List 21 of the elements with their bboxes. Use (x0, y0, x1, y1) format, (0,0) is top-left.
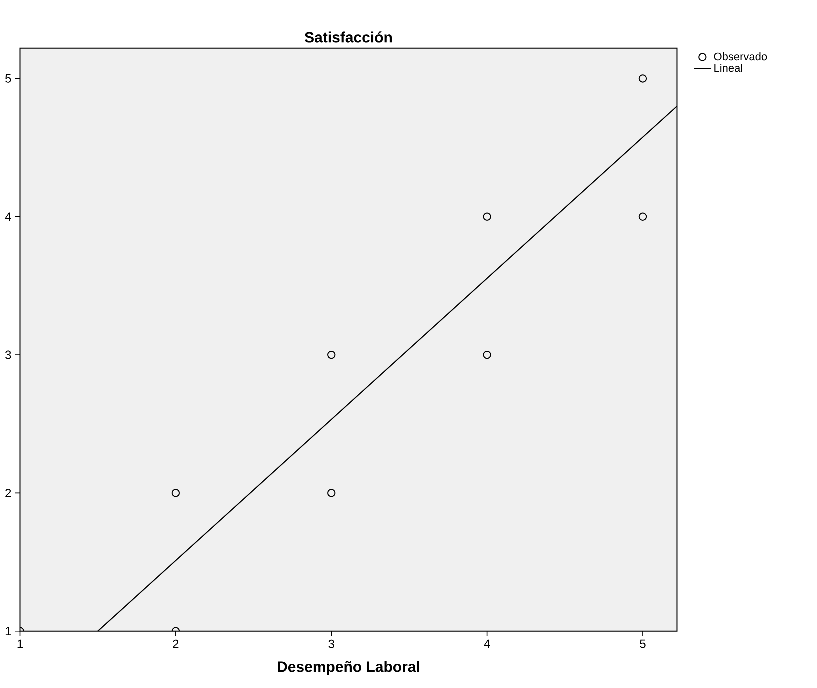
point (328, 489, 336, 498)
y-tick-label: 2 (6, 489, 12, 498)
x-axis-title: Desempeño Laboral (278, 661, 420, 676)
y-tick-label: 5 (6, 74, 12, 83)
legend-label: Observado (714, 52, 768, 61)
y-tick-label: 3 (5, 350, 12, 360)
x-tick-label: 2 (173, 640, 179, 648)
point (483, 350, 492, 360)
x-tick-label: 1 (18, 640, 23, 648)
point (328, 350, 336, 360)
x-tick-label: 4 (484, 640, 490, 648)
y-tick-label: 4 (5, 212, 12, 222)
point (638, 74, 648, 83)
x-tick-label: 5 (640, 640, 646, 648)
chart-title: Satisfacción (305, 32, 392, 43)
x-tick-label: 3 (328, 640, 334, 648)
point (172, 489, 180, 498)
point (483, 212, 492, 221)
legend-label: Lineal (714, 64, 742, 72)
point (638, 212, 648, 221)
y-tick-label: 1 (6, 627, 12, 636)
